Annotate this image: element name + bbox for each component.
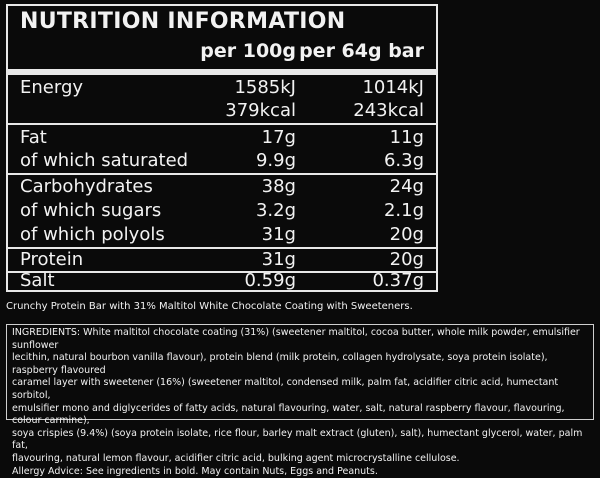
value-per-bar: 6.3g (383, 150, 424, 171)
row-label: of which saturated (20, 150, 189, 171)
table-row-protein: Protein 31g 20g (8, 248, 436, 272)
column-header-per-bar: per 64g bar (299, 40, 424, 62)
value-per-bar: 0.37g (372, 270, 424, 291)
row-divider (8, 247, 436, 249)
table-row-sugars: of which sugars 3.2g 2.1g (8, 199, 436, 223)
ingredients-box: INGREDIENTS: White maltitol chocolate co… (6, 324, 594, 477)
row-label: Salt (20, 270, 55, 291)
value-per-bar: 20g (389, 224, 424, 245)
value-per-bar: 243kcal (353, 100, 424, 121)
row-label: of which polyols (20, 224, 165, 245)
column-header-per-100g: per 100g (200, 40, 296, 62)
header-divider (8, 69, 436, 75)
value-per-100g: 0.59g (244, 270, 296, 291)
row-divider (8, 271, 436, 273)
table-row-polyols: of which polyols 31g 20g (8, 223, 436, 247)
row-label: of which sugars (20, 200, 162, 221)
table-row-energy-kcal: 379kcal 243kcal (8, 99, 436, 123)
table-row-carbohydrates: Carbohydrates 38g 24g (8, 175, 436, 199)
value-per-bar: 20g (389, 249, 424, 270)
table-row-energy-kj: Energy 1585kJ 1014kJ (8, 76, 436, 100)
value-per-100g: 38g (261, 176, 296, 197)
table-row-fat: Fat 17g 11g (8, 126, 436, 150)
ingredients-text: INGREDIENTS: White maltitol chocolate co… (12, 327, 583, 464)
value-per-100g: 3.2g (255, 200, 296, 221)
row-label: Carbohydrates (20, 176, 153, 197)
value-per-100g: 379kcal (225, 100, 296, 121)
allergy-advice: Allergy Advice: See ingredients in bold.… (12, 465, 378, 477)
row-divider (8, 173, 436, 175)
value-per-bar: 24g (389, 176, 424, 197)
row-label: Energy (20, 77, 84, 98)
value-per-100g: 9.9g (255, 150, 296, 171)
row-divider (8, 123, 436, 125)
table-row-saturated: of which saturated 9.9g 6.3g (8, 149, 436, 173)
value-per-100g: 31g (261, 249, 296, 270)
table-row-salt: Salt 0.59g 0.37g (8, 269, 436, 293)
value-per-100g: 1585kJ (234, 77, 296, 98)
value-per-bar: 2.1g (383, 200, 424, 221)
value-per-100g: 31g (261, 224, 296, 245)
table-title: NUTRITION INFORMATION (20, 9, 346, 34)
nutrition-table: NUTRITION INFORMATION per 100g per 64g b… (6, 4, 438, 292)
row-label: Fat (20, 127, 47, 148)
row-label: Protein (20, 249, 84, 270)
product-description: Crunchy Protein Bar with 31% Maltitol Wh… (6, 301, 413, 312)
value-per-bar: 11g (389, 127, 424, 148)
value-per-bar: 1014kJ (362, 77, 424, 98)
value-per-100g: 17g (261, 127, 296, 148)
